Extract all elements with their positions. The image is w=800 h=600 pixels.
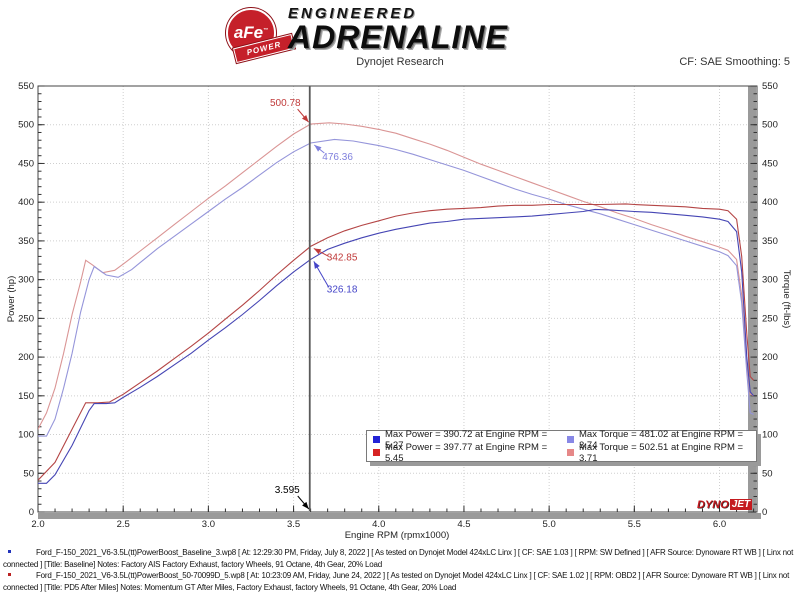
brand-line-engineered: ENGINEERED (288, 5, 418, 22)
footnote-text: Ford_F-150_2021_V6-3.5L(tt)PowerBoost_50… (3, 571, 790, 592)
plot-shadow-bottom (38, 513, 761, 519)
legend-swatch-icon (567, 436, 574, 443)
x-tick-label: 6.0 (713, 519, 726, 530)
x-tick-label: 3.5 (287, 519, 300, 530)
run-footnote: Ford_F-150_2021_V6-3.5L(tt)PowerBoost_50… (3, 570, 796, 593)
x-axis-title-rpm: Engine RPM (rpmx1000) (344, 530, 450, 541)
y-tick-label-left: 50 (23, 468, 34, 479)
y-tick-label-left: 150 (18, 391, 34, 402)
legend-entry-text: Max Power = 390.72 at Engine RPM = 5.27 (385, 428, 548, 451)
legend-entry: Max Power = 397.77 at Engine RPM = 5.45 (367, 442, 567, 464)
dynojet-logo-jet: JET (729, 499, 753, 510)
x-tick-label: 4.0 (372, 519, 385, 530)
series-torque-pd5-after-miles (38, 122, 754, 430)
dynojet-logo: DYNO JET (697, 498, 753, 511)
series-power-baseline (38, 208, 755, 484)
footnote-bullet-icon (8, 550, 11, 553)
run-footnote: Ford_F-150_2021_V6-3.5L(tt)PowerBoost_Ba… (3, 547, 796, 570)
y-tick-label-right: 200 (762, 352, 778, 363)
legend-row: Max Power = 397.77 at Engine RPM = 5.45 M… (367, 442, 756, 464)
legend-entry: Max Torque = 502.51 at Engine RPM = 3.71 (567, 442, 756, 464)
y-tick-label-right: 400 (762, 197, 778, 208)
x-tick-label: 5.0 (543, 519, 556, 530)
y-tick-label-left: 500 (18, 120, 34, 131)
callout-label: 500.78 (270, 98, 301, 109)
legend-entry: Max Power = 390.72 at Engine RPM = 5.27 (367, 429, 567, 451)
cursor-arrow-head (302, 501, 309, 509)
plot-shadow-right (748, 86, 756, 519)
x-tick-label: 5.5 (628, 519, 641, 530)
chart-title: Dynojet Research (356, 56, 444, 68)
legend-box: Max Power = 390.72 at Engine RPM = 5.27 M… (366, 429, 757, 464)
legend-swatch-icon (373, 436, 380, 443)
legend-row: Max Power = 390.72 at Engine RPM = 5.27 M… (367, 429, 756, 451)
legend-entry-text: Max Power = 397.77 at Engine RPM = 5.45 (385, 441, 548, 464)
y-tick-label-left: 100 (18, 430, 34, 441)
y-tick-label-right: 550 (762, 81, 778, 92)
run-footnotes: Ford_F-150_2021_V6-3.5L(tt)PowerBoost_Ba… (3, 547, 796, 593)
callout-arrow-head (301, 114, 309, 123)
legend-swatch-icon (373, 449, 380, 456)
y-tick-label-left: 450 (18, 158, 34, 169)
plot-frame (37, 85, 758, 513)
dynojet-logo-dyno: DYNO (697, 498, 729, 511)
y-tick-label-right: 250 (762, 313, 778, 324)
y-tick-label-left: 550 (18, 81, 34, 92)
series-torque-baseline (38, 138, 754, 437)
afe-logo-text: aFe™ (233, 23, 269, 42)
y-tick-label-left: 200 (18, 352, 34, 363)
brand-wordmark: ENGINEERED ADRENALINE (288, 5, 508, 55)
x-tick-label: 4.5 (457, 519, 470, 530)
x-tick-label: 2.5 (117, 519, 130, 530)
y-tick-label-right: 300 (762, 275, 778, 286)
y-tick-label-left: 0 (29, 507, 34, 518)
brand-header: aFe™ POWER ENGINEERED ADRENALINE (222, 5, 582, 64)
callout-arrow-head (313, 248, 322, 255)
y-tick-label-right: 500 (762, 120, 778, 131)
callout-label: 326.18 (327, 284, 358, 295)
series-power-pd5-after-miles (38, 203, 755, 481)
y-tick-label-right: 0 (762, 507, 767, 518)
y-tick-label-right: 450 (762, 158, 778, 169)
brand-line-adrenaline: ADRENALINE (288, 19, 508, 55)
footnote-text: Ford_F-150_2021_V6-3.5L(tt)PowerBoost_Ba… (3, 548, 794, 569)
y-tick-label-right: 350 (762, 236, 778, 247)
y-tick-label-left: 400 (18, 197, 34, 208)
legend-entry: Max Torque = 481.02 at Engine RPM = 3.74 (567, 429, 756, 451)
y-tick-label-left: 250 (18, 313, 34, 324)
footnote-bullet-icon (8, 573, 11, 576)
y-tick-label-left: 350 (18, 236, 34, 247)
callout-label: 476.36 (322, 152, 353, 163)
y-axis-title-power: Power (hp) (6, 275, 17, 323)
legend-swatch-icon (567, 449, 574, 456)
x-tick-label: 2.0 (31, 519, 44, 530)
y-tick-label-right: 50 (762, 468, 773, 479)
y-tick-label-left: 300 (18, 275, 34, 286)
x-tick-label: 3.0 (202, 519, 215, 530)
cursor-label: 3.595 (275, 485, 300, 496)
y-axis-title-torque: Torque (ft-lbs) (781, 269, 792, 329)
callout-arrow-head (314, 145, 322, 152)
y-tick-label-right: 150 (762, 391, 778, 402)
callout-label: 342.85 (327, 252, 358, 263)
smoothing-label: CF: SAE Smoothing: 5 (679, 56, 790, 68)
title-row: Dynojet Research CF: SAE Smoothing: 5 (0, 56, 800, 70)
y-tick-label-right: 100 (762, 430, 778, 441)
legend-entry-text: Max Torque = 481.02 at Engine RPM = 3.74 (579, 428, 744, 451)
legend-entry-text: Max Torque = 502.51 at Engine RPM = 3.71 (579, 441, 744, 464)
trademark-symbol: ™ (263, 27, 269, 34)
callout-arrow-head (313, 261, 320, 269)
